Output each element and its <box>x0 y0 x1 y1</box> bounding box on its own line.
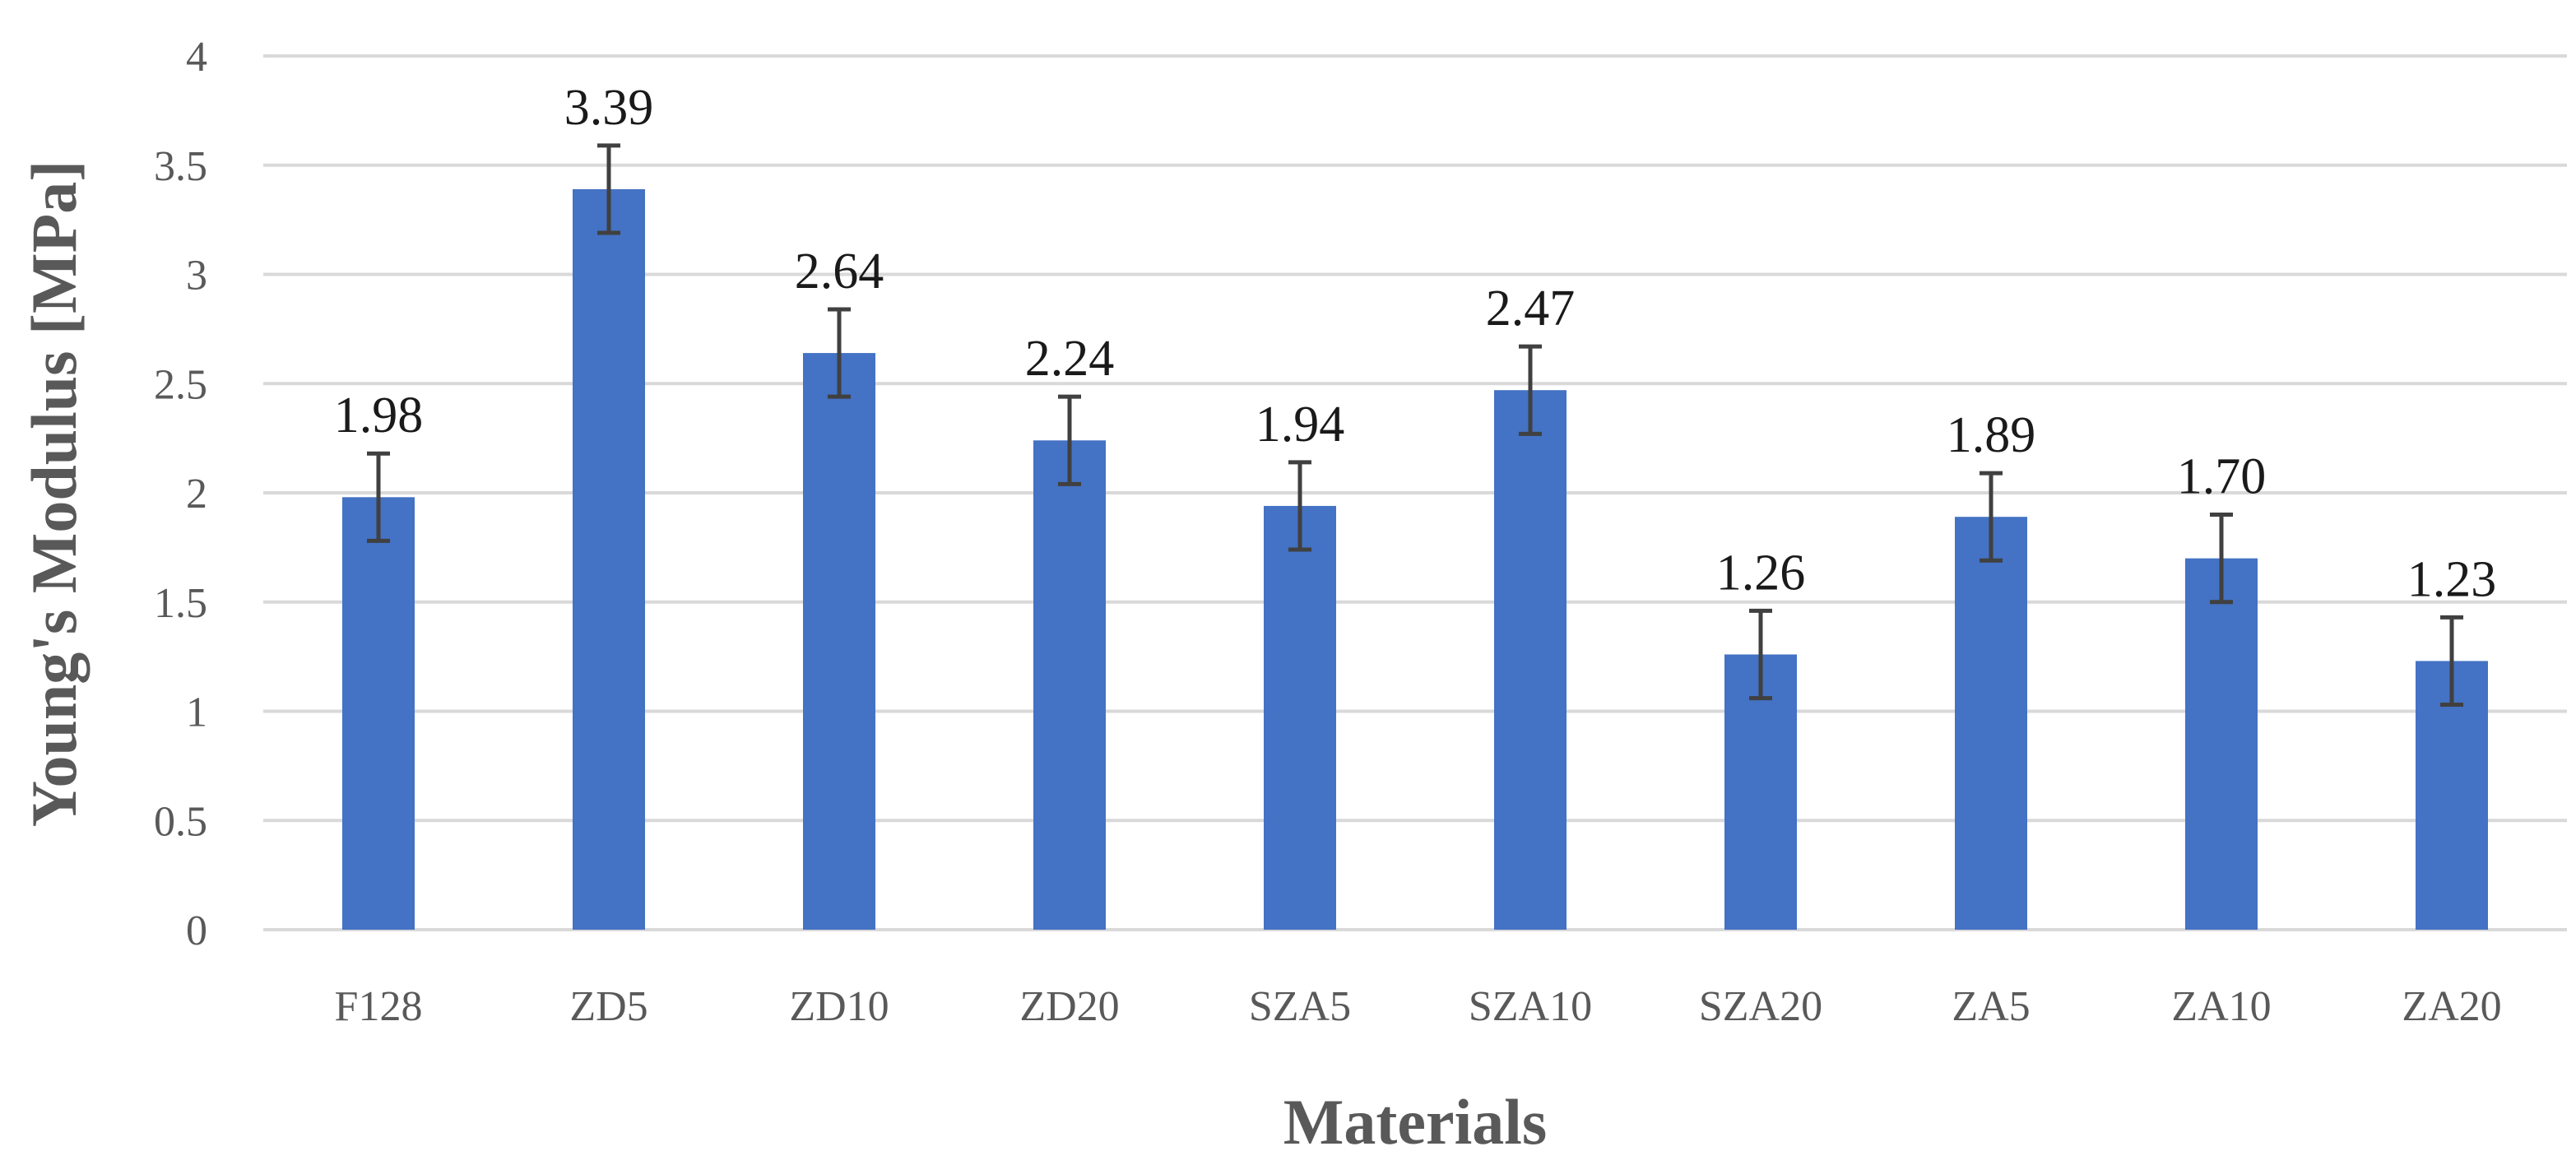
data-label-za10: 1.70 <box>2177 449 2267 505</box>
x-tick-label: SZA20 <box>1699 983 1822 1030</box>
x-tick-label: SZA10 <box>1469 983 1592 1030</box>
data-label-f128: 1.98 <box>334 388 424 443</box>
grid-layer <box>263 54 2567 931</box>
bar-layer <box>342 188 2488 931</box>
x-tick-label: ZA5 <box>1952 983 2030 1030</box>
x-tick-layer: F128 ZD5 ZD10 ZD20 SZA5 SZA10 SZA20 ZA5 ZA10 ZA20 <box>335 983 2502 1030</box>
bar-za5 <box>1955 517 2027 930</box>
bar-zd20 <box>1033 440 1106 930</box>
bar-zd10 <box>803 353 875 931</box>
bar-sza10 <box>1494 390 1566 931</box>
x-tick-label: F128 <box>335 983 423 1030</box>
data-label-sza10: 2.47 <box>1486 281 1576 337</box>
x-tick-label: ZA20 <box>2402 983 2501 1030</box>
data-label-zd10: 2.64 <box>795 244 884 299</box>
y-tick-label: 2 <box>186 471 207 518</box>
bar-za10 <box>2185 558 2258 930</box>
x-tick-label: ZD10 <box>789 983 889 1030</box>
data-label-za20: 1.23 <box>2407 551 2497 607</box>
data-label-za5: 1.89 <box>1947 407 2036 463</box>
y-tick-label: 1 <box>186 689 207 736</box>
x-axis-title: Materials <box>1283 1086 1548 1158</box>
y-tick-label: 0 <box>186 907 207 954</box>
y-axis-title: Young's Modulus [MPa] <box>18 160 90 827</box>
y-tick-label: 0.5 <box>154 798 207 845</box>
x-tick-label: ZD5 <box>569 983 647 1030</box>
bar-zd5 <box>573 188 645 930</box>
bar-sza5 <box>1264 505 1336 930</box>
error-bar-layer <box>367 143 2463 708</box>
data-label-layer: 1.98 3.39 2.64 2.24 1.94 2.47 1.26 1.89 1.70 1.23 <box>334 80 2497 607</box>
y-tick-label: 3 <box>186 253 207 299</box>
y-tick-label: 2.5 <box>154 361 207 408</box>
x-tick-label: SZA5 <box>1249 983 1351 1030</box>
y-tick-label: 1.5 <box>154 580 207 627</box>
y-tick-layer: 0 0.5 1 1.5 2 2.5 3 3.5 4 <box>154 34 207 954</box>
bar-sza20 <box>1724 654 1797 930</box>
x-tick-label: ZA10 <box>2171 983 2271 1030</box>
data-label-sza5: 1.94 <box>1256 397 1345 453</box>
y-tick-label: 4 <box>186 34 207 81</box>
data-label-sza20: 1.26 <box>1716 545 1806 601</box>
data-label-zd5: 3.39 <box>564 80 654 136</box>
y-tick-label: 3.5 <box>154 143 207 190</box>
data-label-zd20: 2.24 <box>1025 331 1115 387</box>
bar-f128 <box>342 497 415 930</box>
x-tick-label: ZD20 <box>1019 983 1119 1030</box>
